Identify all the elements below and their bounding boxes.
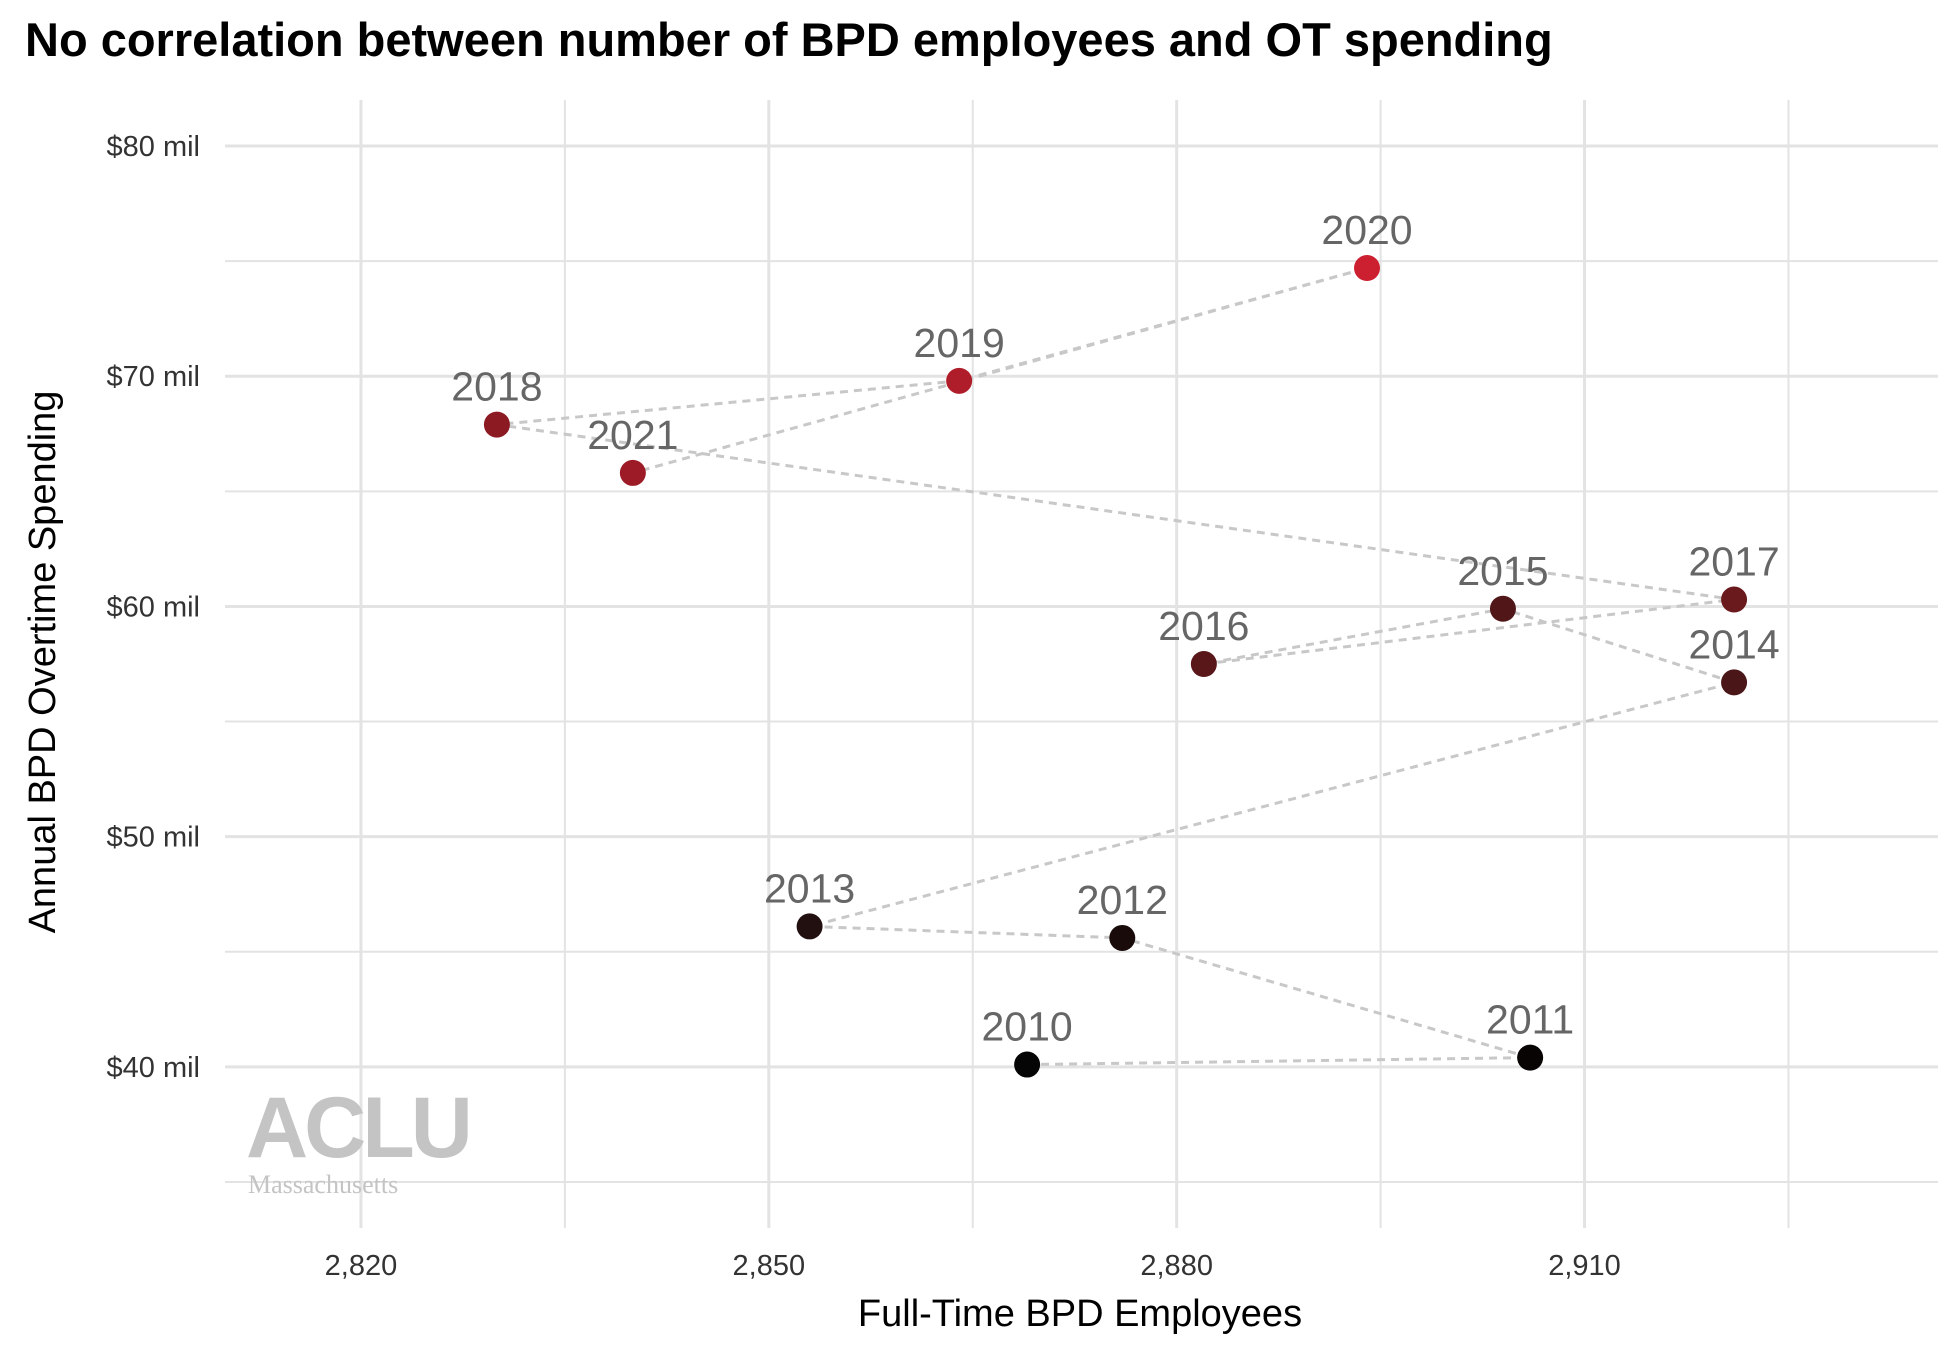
y-tick-label: $60 mil [107, 591, 201, 623]
point-label: 2012 [1077, 877, 1168, 923]
y-tick-label: $50 mil [107, 822, 201, 854]
point-label: 2017 [1688, 539, 1779, 585]
point-label: 2014 [1688, 621, 1779, 667]
data-point [946, 367, 973, 394]
logo-main-text: ACLU [246, 1080, 469, 1176]
point-labels: 2010 2011 2012 2013 2014 2015 2016 2017 2018 2019… [451, 207, 1779, 1050]
data-point [1109, 924, 1136, 951]
data-point [1190, 651, 1217, 677]
data-point [1517, 1044, 1544, 1071]
data-point [1014, 1051, 1041, 1078]
x-tick-label: 2,910 [1548, 1250, 1621, 1282]
point-label: 2013 [764, 865, 855, 911]
point-label: 2018 [451, 364, 542, 410]
y-tick-label: $70 mil [107, 361, 201, 393]
data-point [796, 913, 823, 940]
logo-sub-text: Massachusetts [248, 1170, 398, 1199]
x-tick-label: 2,820 [325, 1250, 398, 1282]
y-axis-title: Annual BPD Overtime Spending [22, 391, 64, 934]
tick-labels: 2,820 2,850 2,880 2,910 $40 mil $50 mil $60 mi… [107, 131, 1621, 1282]
point-label: 2016 [1158, 603, 1249, 649]
point-label: 2020 [1321, 207, 1412, 253]
data-point [483, 411, 510, 438]
point-label: 2010 [982, 1004, 1073, 1050]
aclu-massachusetts-logo: ACLU Massachusetts [246, 1080, 473, 1199]
connecting-path [496, 266, 1740, 1067]
data-point [1354, 255, 1380, 282]
chart-title: No correlation between number of BPD emp… [25, 13, 1553, 66]
data-point [1721, 586, 1748, 613]
data-point [1489, 595, 1516, 622]
data-point [619, 459, 646, 486]
data-points [483, 255, 1748, 1078]
point-label: 2015 [1457, 548, 1548, 594]
x-axis-title: Full-Time BPD Employees [858, 1293, 1302, 1335]
y-tick-label: $80 mil [107, 131, 201, 163]
x-tick-label: 2,850 [733, 1250, 806, 1282]
y-tick-label: $40 mil [107, 1052, 201, 1084]
point-label: 2021 [587, 412, 678, 458]
connecting-line [496, 266, 1740, 1067]
point-label: 2019 [914, 320, 1005, 366]
x-tick-label: 2,880 [1140, 1250, 1213, 1282]
grid [225, 100, 1938, 1228]
data-point [1721, 669, 1748, 696]
point-label: 2011 [1486, 997, 1574, 1043]
